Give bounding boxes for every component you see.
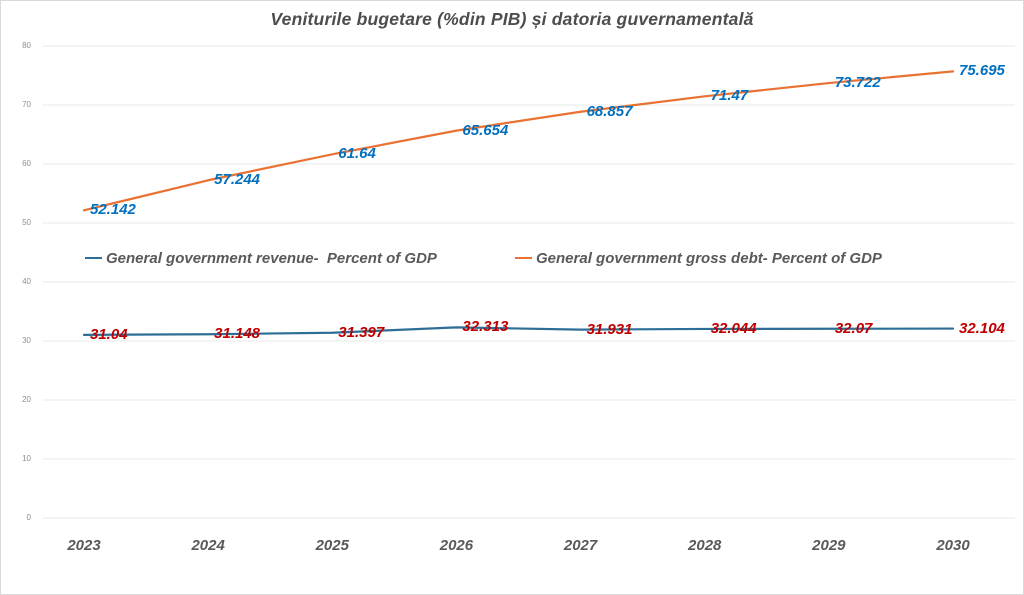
y-axis-tick-label: 40 bbox=[22, 277, 31, 286]
y-axis-tick-label: 70 bbox=[22, 100, 31, 109]
x-axis-tick-label: 2025 bbox=[315, 537, 349, 554]
legend-label-revenue: General government revenue- Percent of G… bbox=[106, 249, 437, 267]
debt-line-swatch bbox=[515, 256, 532, 260]
debt-data-label: 52.142 bbox=[90, 201, 136, 219]
y-axis-tick-label: 10 bbox=[22, 454, 31, 463]
debt-data-label: 57.244 bbox=[214, 171, 261, 189]
debt-data-label: 65.654 bbox=[462, 121, 509, 139]
x-axis-tick-label: 2028 bbox=[688, 537, 722, 554]
legend-item-revenue: General government revenue- Percent of G… bbox=[85, 248, 437, 268]
debt-data-label: 71.47 bbox=[710, 87, 749, 105]
debt-data-label: 73.722 bbox=[834, 74, 881, 92]
legend-item-debt: General government gross debt- Percent o… bbox=[515, 248, 882, 268]
revenue-data-label: 31.397 bbox=[338, 323, 385, 341]
debt-data-label: 61.64 bbox=[338, 145, 376, 163]
debt-data-label: 68.857 bbox=[586, 102, 633, 120]
x-axis-tick-label: 2026 bbox=[439, 537, 474, 554]
revenue-data-label: 31.148 bbox=[214, 325, 261, 343]
revenue-data-label: 32.104 bbox=[959, 319, 1005, 337]
y-axis-tick-label: 50 bbox=[22, 218, 31, 227]
revenue-data-label: 32.07 bbox=[834, 319, 873, 337]
revenue-data-label: 32.044 bbox=[710, 319, 757, 337]
revenue-data-label: 32.313 bbox=[462, 318, 509, 336]
revenue-line bbox=[82, 326, 955, 336]
revenue-data-label: 31.04 bbox=[90, 325, 128, 343]
x-axis-tick-label: 2030 bbox=[936, 537, 970, 554]
y-axis-tick-label: 0 bbox=[26, 513, 31, 522]
x-axis-tick-label: 2029 bbox=[812, 537, 846, 554]
x-axis-tick-label: 2023 bbox=[67, 537, 101, 554]
x-axis-tick-label: 2024 bbox=[191, 537, 225, 554]
y-axis-tick-label: 60 bbox=[22, 159, 31, 168]
debt-line bbox=[82, 70, 955, 212]
y-axis-tick-label: 80 bbox=[22, 41, 31, 50]
debt-data-label: 75.695 bbox=[959, 62, 1005, 80]
revenue-line-swatch bbox=[85, 256, 102, 260]
y-axis-tick-label: 30 bbox=[22, 336, 31, 345]
y-axis-tick-label: 20 bbox=[22, 395, 31, 404]
x-axis-tick-label: 2027 bbox=[563, 537, 598, 554]
revenue-data-label: 31.931 bbox=[586, 320, 633, 338]
chart-title: Veniturile bugetare (%din PIB) și datori… bbox=[270, 9, 754, 29]
legend-label-debt: General government gross debt- Percent o… bbox=[536, 249, 882, 267]
